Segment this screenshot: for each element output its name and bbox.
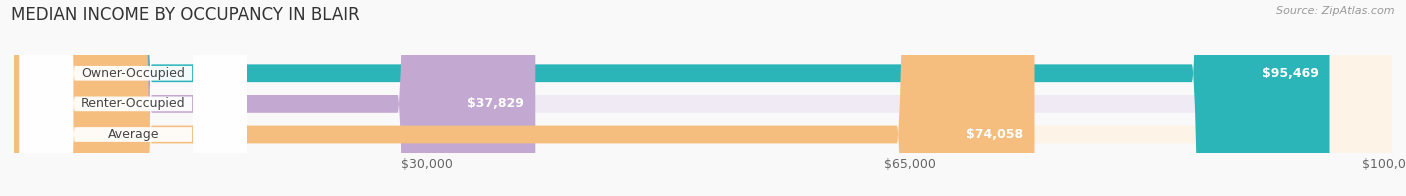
Text: MEDIAN INCOME BY OCCUPANCY IN BLAIR: MEDIAN INCOME BY OCCUPANCY IN BLAIR xyxy=(11,6,360,24)
FancyBboxPatch shape xyxy=(14,0,1035,196)
FancyBboxPatch shape xyxy=(20,0,247,196)
Text: $95,469: $95,469 xyxy=(1261,67,1319,80)
Text: Average: Average xyxy=(107,128,159,141)
FancyBboxPatch shape xyxy=(14,0,1392,196)
Text: Owner-Occupied: Owner-Occupied xyxy=(82,67,186,80)
Text: $74,058: $74,058 xyxy=(966,128,1024,141)
FancyBboxPatch shape xyxy=(20,0,247,196)
Text: Source: ZipAtlas.com: Source: ZipAtlas.com xyxy=(1277,6,1395,16)
FancyBboxPatch shape xyxy=(14,0,1330,196)
Text: $37,829: $37,829 xyxy=(467,97,524,110)
FancyBboxPatch shape xyxy=(14,0,1392,196)
FancyBboxPatch shape xyxy=(20,0,247,196)
Text: Renter-Occupied: Renter-Occupied xyxy=(82,97,186,110)
FancyBboxPatch shape xyxy=(14,0,1392,196)
FancyBboxPatch shape xyxy=(14,0,536,196)
